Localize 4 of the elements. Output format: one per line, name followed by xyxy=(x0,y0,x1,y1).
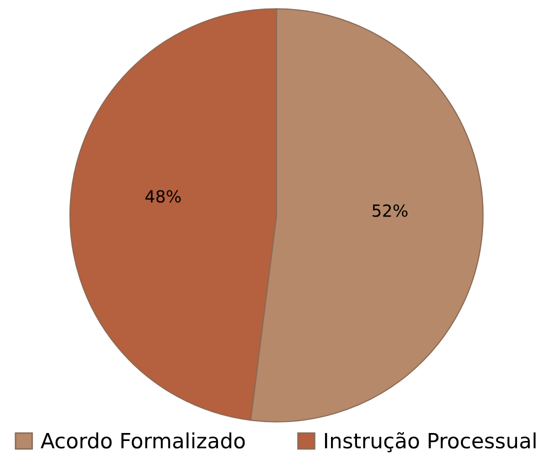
data-label: 48% xyxy=(145,190,181,203)
data-label: 52% xyxy=(372,204,408,217)
legend-label: Acordo Formalizado xyxy=(40,432,245,449)
legend-label: Instrução Processual xyxy=(325,432,536,452)
